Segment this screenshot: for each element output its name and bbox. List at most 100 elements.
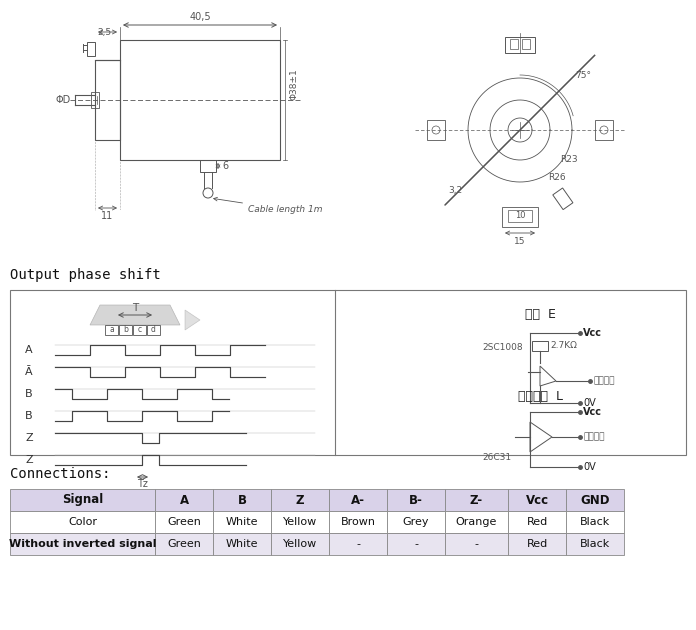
- Text: Red: Red: [526, 539, 548, 549]
- Bar: [10, 290, 686, 455]
- Text: R26: R26: [548, 173, 566, 183]
- Bar: [329, 489, 387, 511]
- Text: Ā: Ā: [25, 367, 33, 377]
- Text: 输出信号: 输出信号: [583, 433, 605, 442]
- Text: B̄: B̄: [25, 411, 33, 421]
- Text: Green: Green: [167, 517, 201, 527]
- Bar: [508, 489, 566, 511]
- Text: White: White: [226, 517, 258, 527]
- Bar: [445, 533, 508, 555]
- Bar: [522, 39, 530, 49]
- Text: 3,2: 3,2: [448, 185, 462, 195]
- Text: 电压  E: 电压 E: [525, 308, 555, 321]
- Text: 75°: 75°: [575, 71, 591, 79]
- Text: 2,5: 2,5: [97, 28, 111, 37]
- Text: Yellow: Yellow: [283, 517, 317, 527]
- Text: 26C31: 26C31: [482, 452, 511, 462]
- Text: 输出信号: 输出信号: [593, 377, 615, 386]
- Text: Green: Green: [167, 539, 201, 549]
- Bar: [502, 207, 538, 227]
- Text: Black: Black: [580, 517, 610, 527]
- Bar: [566, 511, 624, 533]
- Text: 2SC1008: 2SC1008: [482, 343, 523, 353]
- Bar: [155, 489, 213, 511]
- Bar: [200, 160, 216, 172]
- Text: B-: B-: [409, 493, 423, 507]
- Text: Red: Red: [526, 517, 548, 527]
- Text: Vcc: Vcc: [525, 493, 548, 507]
- Text: ΦD: ΦD: [56, 95, 70, 105]
- Text: 6: 6: [222, 161, 228, 171]
- Bar: [271, 533, 329, 555]
- Text: 10: 10: [515, 212, 525, 220]
- Text: B: B: [237, 493, 246, 507]
- Bar: [566, 533, 624, 555]
- Bar: [595, 120, 613, 140]
- Polygon shape: [185, 310, 200, 330]
- Bar: [508, 511, 566, 533]
- Text: -: -: [414, 539, 418, 549]
- Bar: [105, 325, 118, 335]
- Bar: [505, 37, 535, 53]
- Text: GND: GND: [580, 493, 610, 507]
- Bar: [510, 39, 518, 49]
- Text: d: d: [151, 326, 156, 335]
- Text: White: White: [226, 539, 258, 549]
- Text: Signal: Signal: [62, 493, 103, 507]
- Text: Z̄: Z̄: [25, 455, 33, 465]
- Text: Output phase shift: Output phase shift: [10, 268, 161, 282]
- Text: Cable length 1m: Cable length 1m: [214, 197, 322, 214]
- Text: Vcc: Vcc: [583, 328, 602, 338]
- Text: Black: Black: [580, 539, 610, 549]
- Text: A: A: [180, 493, 189, 507]
- Bar: [213, 533, 271, 555]
- Text: Vcc: Vcc: [583, 407, 602, 417]
- Bar: [508, 210, 532, 222]
- Text: Color: Color: [68, 517, 97, 527]
- Bar: [445, 489, 508, 511]
- Text: T: T: [132, 303, 138, 313]
- Bar: [508, 533, 566, 555]
- Bar: [445, 511, 508, 533]
- Bar: [566, 489, 624, 511]
- Bar: [213, 511, 271, 533]
- Bar: [329, 511, 387, 533]
- Text: Connections:: Connections:: [10, 467, 111, 481]
- Text: 15: 15: [514, 237, 525, 246]
- Bar: [155, 511, 213, 533]
- Text: Z-: Z-: [470, 493, 483, 507]
- Text: b: b: [123, 326, 128, 335]
- Text: 11: 11: [102, 211, 113, 221]
- Text: -: -: [475, 539, 479, 549]
- Bar: [155, 533, 213, 555]
- Polygon shape: [90, 305, 180, 325]
- Text: A: A: [25, 345, 33, 355]
- Bar: [95, 60, 120, 140]
- Text: Brown: Brown: [340, 517, 376, 527]
- Text: Tz: Tz: [137, 479, 148, 489]
- Bar: [10, 489, 155, 511]
- Text: Φ38±1: Φ38±1: [290, 68, 299, 100]
- Text: -: -: [356, 539, 360, 549]
- Text: 40,5: 40,5: [189, 12, 211, 22]
- Bar: [133, 325, 146, 335]
- Text: 长线驱动  L: 长线驱动 L: [518, 390, 562, 403]
- Text: Yellow: Yellow: [283, 539, 317, 549]
- Bar: [213, 489, 271, 511]
- Text: c: c: [137, 326, 141, 335]
- Text: A-: A-: [351, 493, 365, 507]
- Text: Grey: Grey: [403, 517, 429, 527]
- Bar: [10, 533, 155, 555]
- Bar: [427, 120, 445, 140]
- Bar: [387, 489, 445, 511]
- Bar: [10, 511, 155, 533]
- Bar: [532, 341, 548, 351]
- Bar: [329, 533, 387, 555]
- Text: 0V: 0V: [583, 398, 596, 408]
- Text: R23: R23: [560, 156, 578, 164]
- Bar: [387, 533, 445, 555]
- Text: a: a: [109, 326, 114, 335]
- Text: B: B: [25, 389, 33, 399]
- Text: Orange: Orange: [456, 517, 497, 527]
- Text: Z: Z: [25, 433, 33, 443]
